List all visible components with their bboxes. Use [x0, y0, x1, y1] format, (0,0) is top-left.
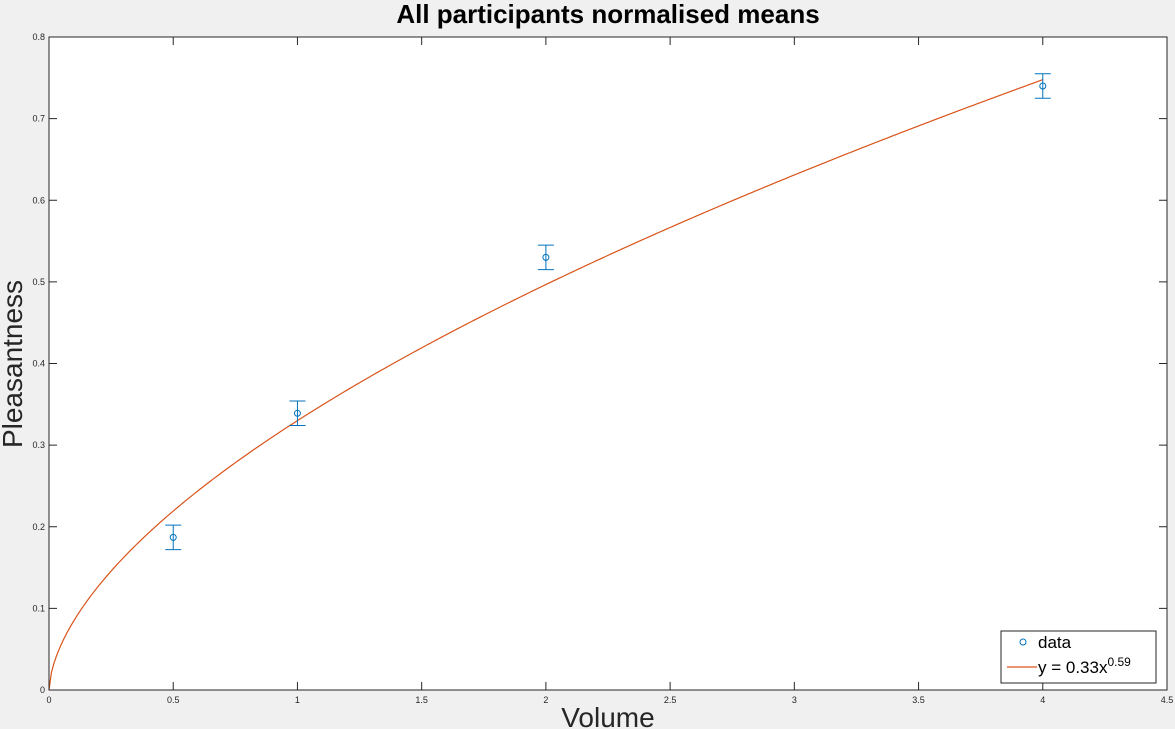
legend-box [1000, 630, 1157, 684]
x-tick-label: 4.5 [1161, 695, 1174, 705]
chart-title: All participants normalised means [396, 0, 819, 29]
y-tick-label: 0.5 [32, 277, 45, 287]
x-tick-label: 4 [1040, 695, 1045, 705]
y-tick-label: 0.3 [32, 440, 45, 450]
y-axis-label: Pleasantness [0, 280, 28, 448]
legend-fit-label-exponent: 0.59 [1107, 655, 1131, 669]
y-tick-label: 0.6 [32, 195, 45, 205]
x-tick-label: 2.5 [664, 695, 677, 705]
y-tick-label: 0.4 [32, 359, 45, 369]
x-tick-label: 2 [543, 695, 548, 705]
x-tick-label: 3 [792, 695, 797, 705]
y-tick-label: 0 [40, 685, 45, 695]
plot-area [49, 37, 1167, 690]
data-point [537, 244, 554, 271]
data-marker [169, 533, 177, 541]
legend-data-label: data [1038, 633, 1072, 652]
x-tick-label: 1.5 [415, 695, 428, 705]
y-tick-label: 0.2 [32, 522, 45, 532]
data-marker [542, 253, 550, 261]
data-marker [293, 409, 301, 417]
x-tick-label: 1 [295, 695, 300, 705]
legend: data y = 0.33x0.59 [1000, 630, 1157, 684]
x-axis-label: Volume [561, 702, 654, 729]
data-marker [1039, 82, 1047, 90]
x-tick-label: 0.5 [167, 695, 180, 705]
y-tick-label: 0.8 [32, 32, 45, 42]
legend-fit-label: y = 0.33x0.59 [1038, 655, 1131, 677]
fit-curve [48, 79, 1043, 691]
data-point [1034, 73, 1051, 99]
data-point [165, 524, 182, 551]
x-tick-label: 0 [46, 695, 51, 705]
legend-fit-label-base: y = 0.33x [1038, 658, 1108, 677]
x-tick-label: 3.5 [912, 695, 925, 705]
y-tick-label: 0.1 [32, 603, 45, 613]
legend-data-marker [1019, 638, 1027, 646]
y-tick-label: 0.7 [32, 114, 45, 124]
data-point [289, 400, 306, 427]
